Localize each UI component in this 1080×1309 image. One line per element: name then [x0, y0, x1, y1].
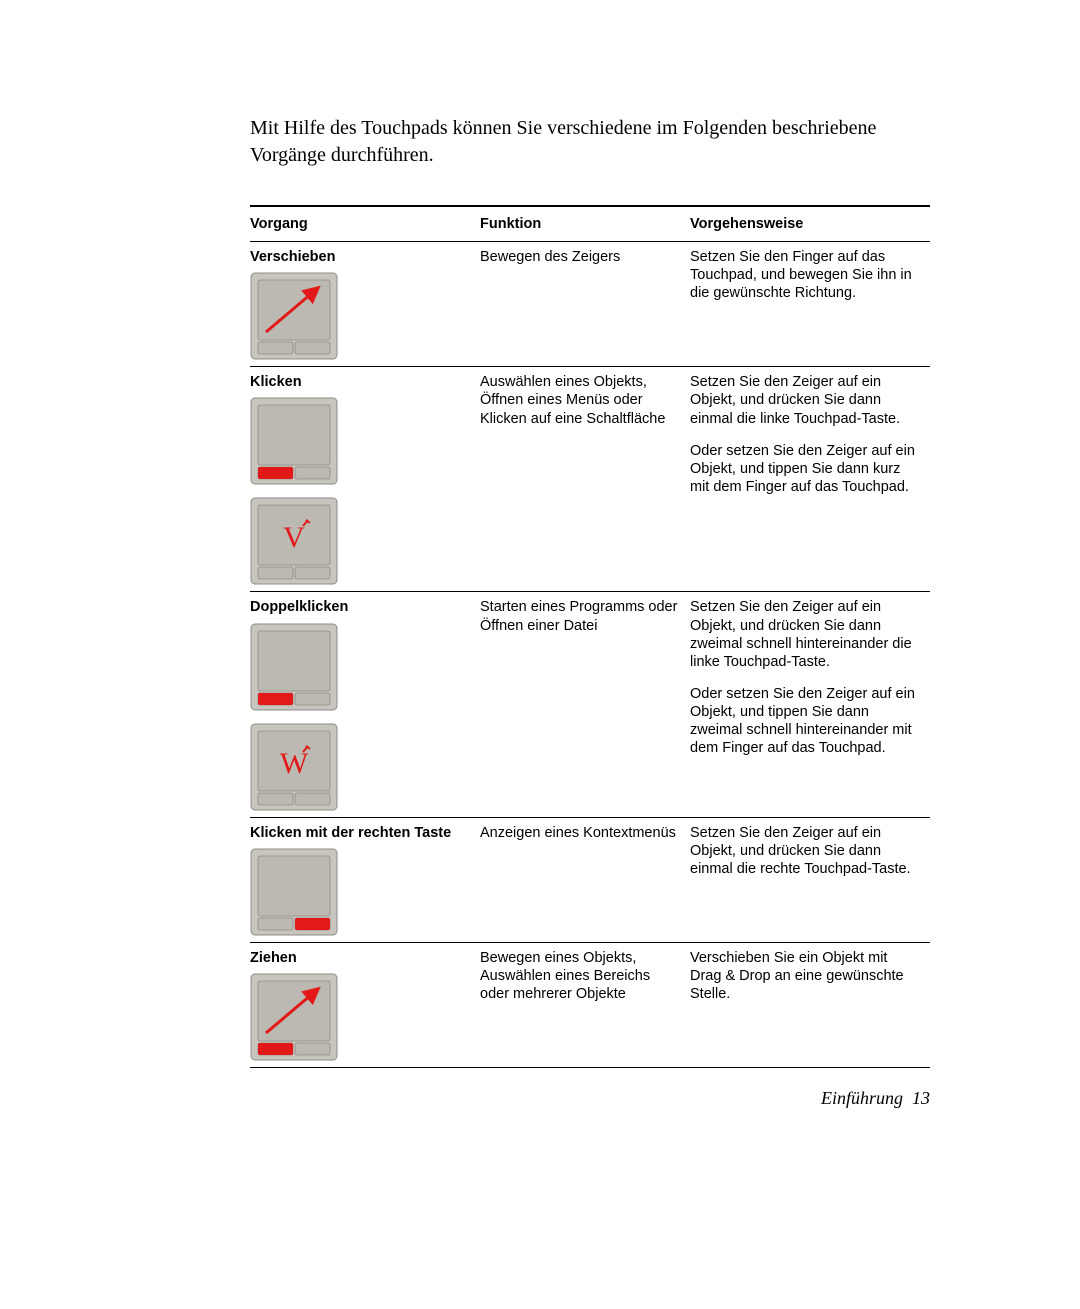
cell-funktion: Starten eines Programms oder Öffnen eine…	[480, 592, 690, 817]
row-label: Klicken mit der rechten Taste	[250, 824, 470, 842]
table-row: Ziehen Bewegen eines Objekts, Auswählen e…	[250, 942, 930, 1067]
table-row: Klicken V Auswählen eines Objekts, Öffnen …	[250, 367, 930, 592]
cell-vorgang: Ziehen	[250, 942, 480, 1067]
row-label: Klicken	[250, 373, 470, 391]
intro-paragraph: Mit Hilfe des Touchpads können Sie versc…	[250, 115, 930, 169]
svg-text:W: W	[280, 747, 309, 780]
table-row: Verschieben Bewegen des ZeigersSetzen Sie…	[250, 242, 930, 367]
procedure-text-b: Oder setzen Sie den Zeiger auf ein Objek…	[690, 442, 920, 496]
cell-vorgang: Doppelklicken W	[250, 592, 480, 817]
cell-vorgehensweise: Setzen Sie den Finger auf das Touchpad, …	[690, 242, 930, 367]
row-label: Doppelklicken	[250, 598, 470, 616]
touchpad-icons: V	[250, 395, 470, 585]
footer-page-number: 13	[912, 1088, 930, 1108]
touchpad-right-btn-icon	[250, 848, 338, 936]
procedure-text-a: Verschieben Sie ein Objekt mit Drag & Dr…	[690, 949, 920, 1003]
touchpad-arrow-icon	[250, 272, 338, 360]
cell-vorgehensweise: Verschieben Sie ein Objekt mit Drag & Dr…	[690, 942, 930, 1067]
footer-section: Einführung	[821, 1088, 903, 1108]
touchpad-left-btn-icon	[250, 397, 338, 485]
cell-vorgehensweise: Setzen Sie den Zeiger auf ein Objekt, un…	[690, 817, 930, 942]
row-label: Verschieben	[250, 248, 470, 266]
procedure-text-a: Setzen Sie den Zeiger auf ein Objekt, un…	[690, 824, 920, 878]
table-row: Klicken mit der rechten Taste Anzeigen ei…	[250, 817, 930, 942]
cell-vorgang: Klicken mit der rechten Taste	[250, 817, 480, 942]
procedure-text-a: Setzen Sie den Zeiger auf ein Objekt, un…	[690, 598, 920, 671]
touchpad-icons	[250, 270, 470, 360]
header-funktion: Funktion	[480, 206, 690, 242]
cell-funktion: Anzeigen eines Kontextmenüs	[480, 817, 690, 942]
touchpad-tap-w-icon: W	[250, 723, 338, 811]
touchpad-actions-table: Vorgang Funktion Vorgehensweise Verschie…	[250, 205, 930, 1068]
touchpad-icons: W	[250, 621, 470, 811]
cell-funktion: Bewegen des Zeigers	[480, 242, 690, 367]
table-row: Doppelklicken W Starten eines Programms od…	[250, 592, 930, 817]
page-footer: Einführung 13	[821, 1088, 930, 1109]
cell-vorgang: Klicken V	[250, 367, 480, 592]
cell-vorgehensweise: Setzen Sie den Zeiger auf ein Objekt, un…	[690, 592, 930, 817]
touchpad-left-btn-icon	[250, 623, 338, 711]
cell-funktion: Auswählen eines Objekts, Öffnen eines Me…	[480, 367, 690, 592]
page-content: Mit Hilfe des Touchpads können Sie versc…	[0, 0, 1080, 1068]
procedure-text-a: Setzen Sie den Zeiger auf ein Objekt, un…	[690, 373, 920, 427]
header-vorgang: Vorgang	[250, 206, 480, 242]
svg-text:V: V	[283, 521, 305, 554]
procedure-text-a: Setzen Sie den Finger auf das Touchpad, …	[690, 248, 920, 302]
touchpad-icons	[250, 971, 470, 1061]
row-label: Ziehen	[250, 949, 470, 967]
header-vorgehensweise: Vorgehensweise	[690, 206, 930, 242]
cell-funktion: Bewegen eines Objekts, Auswählen eines B…	[480, 942, 690, 1067]
touchpad-arrow-left-btn-icon	[250, 973, 338, 1061]
procedure-text-b: Oder setzen Sie den Zeiger auf ein Objek…	[690, 685, 920, 758]
touchpad-tap-v-icon: V	[250, 497, 338, 585]
cell-vorgang: Verschieben	[250, 242, 480, 367]
cell-vorgehensweise: Setzen Sie den Zeiger auf ein Objekt, un…	[690, 367, 930, 592]
touchpad-icons	[250, 846, 470, 936]
